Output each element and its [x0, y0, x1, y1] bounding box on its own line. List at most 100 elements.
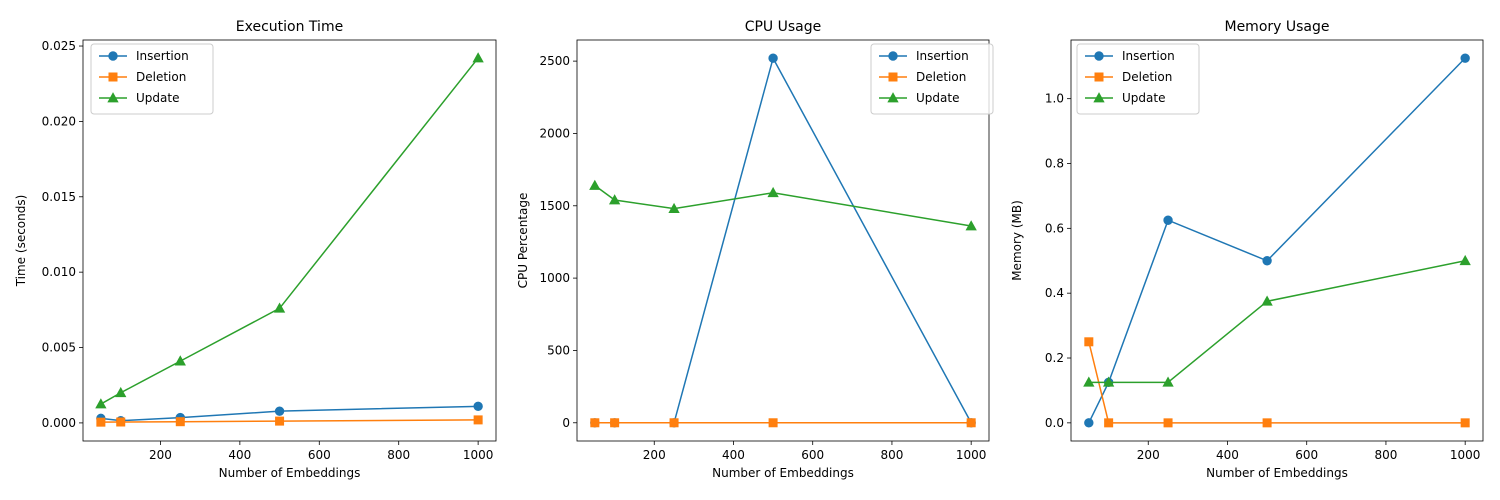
legend-marker	[1094, 72, 1104, 82]
legend-label: Update	[136, 91, 179, 105]
y-tick-label: 0.025	[42, 39, 76, 53]
legend-label: Deletion	[1122, 70, 1172, 84]
y-tick-label: 0.8	[1045, 157, 1064, 171]
legend-marker	[1093, 92, 1105, 103]
legend-marker	[108, 72, 118, 82]
data-point	[590, 418, 600, 428]
chart-title: Memory Usage	[1224, 19, 1329, 35]
data-point	[1460, 53, 1470, 63]
data-point	[768, 53, 778, 63]
y-axis-label: CPU Percentage	[516, 193, 530, 289]
y-axis-label: Memory (MB)	[1010, 200, 1024, 281]
data-point	[115, 386, 127, 398]
y-tick-label: 0.2	[1045, 351, 1064, 365]
data-point	[116, 417, 126, 427]
legend-entry: Deletion	[99, 70, 186, 84]
data-point	[1262, 256, 1272, 266]
data-point	[1261, 295, 1273, 306]
legend-label: Insertion	[916, 49, 969, 63]
data-point	[95, 398, 107, 409]
data-point	[966, 418, 976, 428]
x-tick-label: 600	[308, 448, 331, 462]
data-point	[1162, 376, 1174, 387]
chart-title: Execution Time	[236, 19, 343, 35]
series-deletion	[590, 418, 976, 428]
series-line	[594, 184, 972, 227]
legend-entry: Update	[879, 91, 959, 105]
x-tick-label: 400	[228, 448, 251, 462]
y-tick-label: 1.0	[1045, 92, 1064, 106]
y-tick-label: 0.000	[42, 416, 76, 430]
legend: Insertion Deletion Update	[1076, 43, 1200, 115]
x-tick-label: 600	[1295, 448, 1318, 462]
y-axis-label: Time (seconds)	[14, 195, 28, 288]
legend-marker	[107, 92, 119, 103]
data-point	[175, 417, 185, 427]
data-point	[669, 418, 679, 428]
axes-frame	[82, 39, 497, 442]
data-point	[275, 416, 285, 426]
y-tick-label: 0.4	[1045, 286, 1064, 300]
legend-box	[870, 43, 994, 115]
data-point	[174, 355, 186, 366]
x-tick-label: 1000	[956, 448, 987, 462]
x-tick-label: 1000	[463, 448, 494, 462]
y-tick-label: 0.010	[42, 265, 76, 279]
data-point	[1459, 254, 1471, 266]
y-tick-label: 500	[547, 343, 570, 357]
legend-entry: Insertion	[879, 49, 969, 63]
data-point	[767, 186, 779, 198]
series-line	[1088, 260, 1466, 384]
legend-label: Deletion	[136, 70, 186, 84]
x-tick-label: 800	[387, 448, 410, 462]
y-tick-label: 0.015	[42, 190, 76, 204]
axes-frame	[1070, 39, 1484, 442]
series-deletion	[1084, 337, 1470, 428]
x-tick-label: 600	[801, 448, 824, 462]
x-tick-label: 200	[1137, 448, 1160, 462]
series-update	[1083, 254, 1471, 387]
legend-box	[1076, 43, 1200, 115]
x-tick-label: 200	[643, 448, 666, 462]
x-tick-label: 200	[149, 448, 172, 462]
x-tick-label: 400	[722, 448, 745, 462]
data-point	[608, 194, 621, 205]
legend: Insertion Deletion Update	[870, 43, 994, 115]
axes-frame	[576, 39, 990, 442]
series-line	[100, 405, 479, 422]
data-point	[768, 418, 778, 428]
legend-label: Update	[1122, 91, 1165, 105]
y-tick-label: 2500	[539, 54, 570, 68]
subplot-1: Execution Time 200 400 600 800 1000 0.000 0.005…	[14, 19, 497, 480]
data-point	[473, 401, 483, 412]
data-point	[965, 220, 977, 231]
series-update	[95, 52, 484, 409]
x-axis-label: Number of Embeddings	[219, 466, 361, 480]
x-tick-label: 400	[1216, 448, 1239, 462]
series-deletion	[96, 415, 483, 427]
legend-marker	[108, 51, 118, 61]
y-tick-label: 1000	[539, 271, 570, 285]
y-tick-label: 0.020	[42, 114, 76, 128]
legend-marker	[888, 51, 898, 61]
x-tick-label: 1000	[1450, 448, 1481, 462]
legend-label: Insertion	[136, 49, 189, 63]
legend-marker	[1094, 51, 1104, 61]
data-point	[1460, 418, 1470, 428]
y-tick-label: 1500	[539, 199, 570, 213]
data-point	[1083, 376, 1095, 387]
legend-marker	[887, 92, 899, 103]
x-tick-label: 800	[1374, 448, 1397, 462]
legend-label: Insertion	[1122, 49, 1175, 63]
legend-entry: Deletion	[1085, 70, 1172, 84]
data-point	[274, 406, 285, 416]
data-point	[1084, 418, 1094, 428]
data-point	[610, 418, 620, 428]
data-point	[1104, 418, 1114, 428]
legend: Insertion Deletion Update	[90, 43, 214, 115]
x-tick-label: 800	[880, 448, 903, 462]
y-tick-label: 0	[562, 416, 570, 430]
subplot-3: Memory Usage 200 400 600 800 1000 0.0 0.2 0.4 0.6…	[1010, 19, 1484, 480]
legend-entry: Deletion	[879, 70, 966, 84]
